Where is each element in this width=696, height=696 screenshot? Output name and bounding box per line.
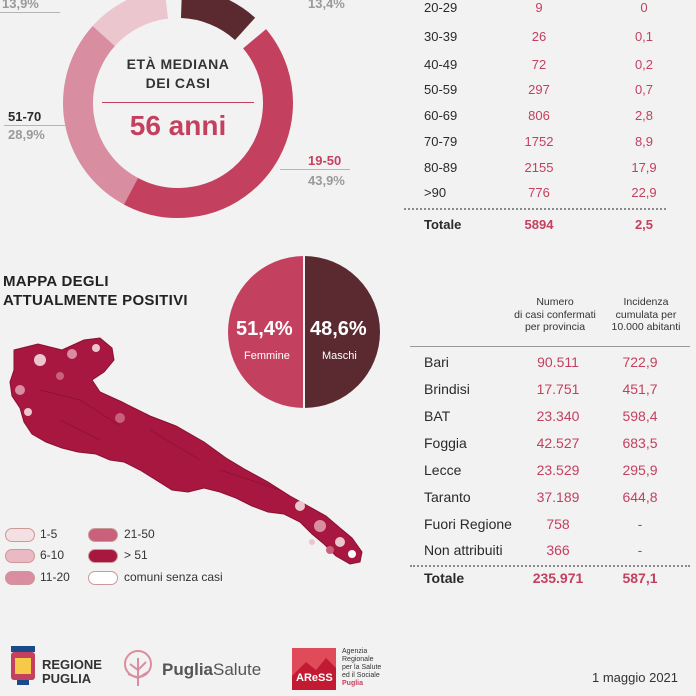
aress-logo-text: AReSS (296, 672, 333, 684)
median-age-title: ETÀ MEDIANA DEI CASI (126, 56, 230, 91)
donut-segment-19-50 (63, 0, 293, 218)
female-label: Femmine (244, 350, 290, 362)
donut-label-left-pct: 28,9% (8, 127, 45, 142)
map-title: MAPPA DEGLI ATTUALMENTE POSITIVI (3, 273, 188, 309)
gender-chart (228, 256, 380, 408)
table-row: 60-69 806 2,8 (424, 108, 654, 123)
table-row: 20-29 9 0 (424, 0, 648, 15)
table-row: 70-79 1752 8,9 (424, 134, 654, 149)
table-divider (404, 208, 666, 210)
table-row: Foggia 42.527 683,5 (424, 435, 658, 451)
table-row: >90 776 22,9 (424, 185, 657, 200)
median-age-divider (102, 102, 254, 103)
table-row: 30-39 26 0,1 (424, 29, 654, 44)
header-incidence: Incidenza cumulata per 10.000 abitanti (611, 296, 681, 333)
male-half (304, 256, 380, 408)
male-pct: 48,6% (310, 318, 367, 340)
table-row: 50-59 297 0,7 (424, 82, 654, 97)
donut-segment-top-left (62, 0, 293, 218)
donut-label-right-range: 19-50 (308, 153, 342, 168)
male-label: Maschi (322, 350, 357, 362)
table-total-row: Totale 5894 2,5 (424, 217, 654, 232)
table-header-divider (410, 346, 690, 347)
table-row: BAT 23.340 598,4 (424, 408, 658, 424)
regione-puglia-text: REGIONE PUGLIA (42, 657, 102, 686)
female-pct: 51,4% (236, 318, 293, 340)
donut-label-right-pct: 43,9% (308, 173, 345, 188)
female-half (228, 256, 304, 408)
table-row: Lecce 23.529 295,9 (424, 462, 658, 478)
puglia-map (9, 337, 363, 565)
label-underline (4, 125, 66, 126)
donut-label-top-right-pct: 13,4% (308, 0, 345, 11)
table-row: Brindisi 17.751 451,7 (424, 381, 658, 397)
legend-swatch-6-10 (5, 549, 35, 563)
label-underline (280, 169, 350, 170)
table-divider (410, 565, 690, 567)
median-age-value: 56 anni (129, 110, 227, 141)
aress-logo-icon (292, 648, 336, 690)
age-donut-chart (62, 0, 293, 218)
legend-swatch-51 (88, 549, 118, 563)
table-row: Non attribuiti 366 - (424, 542, 643, 558)
donut-segment-51-70 (62, 0, 293, 218)
puglia-salute-logo-icon (124, 650, 152, 686)
report-date: 1 maggio 2021 (592, 670, 679, 685)
legend-swatch-21-50 (88, 528, 118, 542)
legend-swatch-1-5 (5, 528, 35, 542)
table-row: 80-89 2155 17,9 (424, 160, 657, 175)
table-row: Taranto 37.189 644,8 (424, 489, 658, 505)
table-total-row: Totale 235.971 587,1 (424, 570, 658, 586)
header-cases: Numero di casi confermati per provincia (514, 296, 596, 333)
table-row: Bari 90.511 722,9 (424, 354, 658, 370)
legend-swatch-no-cases (88, 571, 118, 585)
aress-description: Agenzia Regionale per la Salute ed il So… (342, 648, 382, 687)
table-row: Fuori Regione 758 - (424, 516, 643, 532)
label-underline (0, 12, 60, 13)
donut-label-top-left-pct: 13,9% (2, 0, 39, 11)
legend-swatch-11-20 (5, 571, 35, 585)
table-row: 40-49 72 0,2 (424, 57, 654, 72)
puglia-salute-text: PugliaSalute (162, 660, 262, 679)
donut-label-left-range: 51-70 (8, 109, 42, 124)
regione-puglia-logo-icon (11, 646, 35, 685)
